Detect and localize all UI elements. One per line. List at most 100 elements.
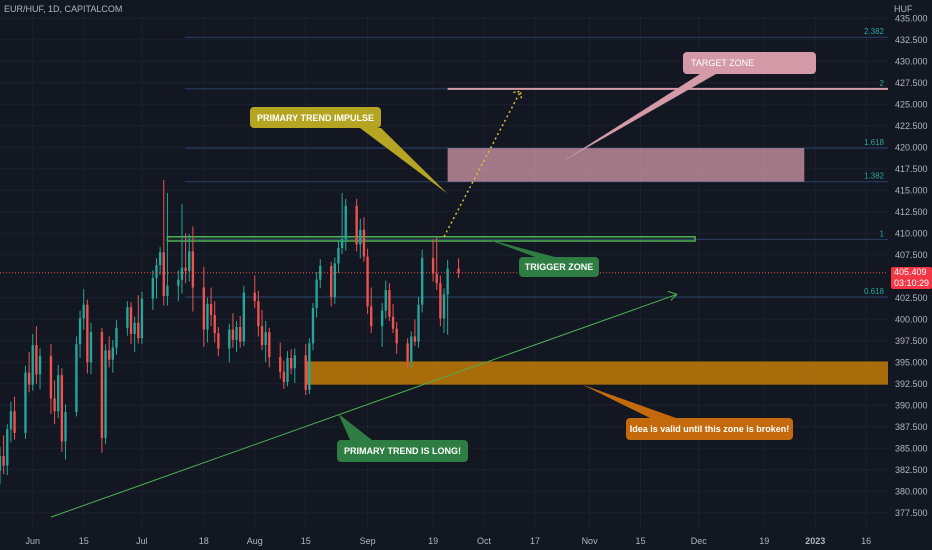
candle-body: [315, 279, 318, 309]
candle-body: [151, 278, 155, 299]
trigger-note-pointer: [487, 239, 555, 257]
candle-body: [217, 333, 220, 349]
candle-body: [133, 322, 136, 334]
candle-body: [264, 332, 267, 346]
candle-body: [289, 358, 293, 369]
candle-body: [206, 303, 209, 330]
price-tick: 407.500: [895, 250, 928, 260]
candle-body: [435, 273, 438, 284]
primary-trend-long-note[interactable]: PRIMARY TREND IS LONG!: [337, 440, 468, 462]
candle-body: [311, 308, 315, 344]
support-zone: [305, 361, 888, 385]
trend-line: [50, 293, 678, 518]
candle-body: [191, 251, 195, 288]
candle-body: [24, 372, 27, 433]
candle-body: [366, 256, 369, 307]
candle-body: [239, 327, 242, 342]
candle-body: [293, 355, 296, 369]
time-label: 15: [301, 536, 311, 546]
candle-body: [319, 265, 322, 280]
candle-body: [417, 304, 420, 342]
target-zone-note[interactable]: TARGET ZONE: [683, 52, 816, 74]
time-label: 18: [199, 536, 209, 546]
candle-body: [355, 205, 358, 245]
candle-body: [282, 371, 286, 383]
candle-body: [359, 229, 362, 245]
candle-body: [370, 306, 373, 327]
time-label: Oct: [477, 536, 492, 546]
candle-body: [308, 343, 311, 390]
candle-body: [126, 307, 129, 328]
price-tick: 422.500: [895, 121, 928, 131]
time-label: 19: [428, 536, 438, 546]
candles: [0, 179, 460, 485]
candle-body: [380, 310, 384, 327]
candle-body: [279, 357, 282, 372]
impulse-arrow-icon: [513, 90, 523, 99]
price-tick: 387.500: [895, 422, 928, 432]
candle-body: [431, 258, 435, 274]
price-tick: 390.000: [895, 400, 928, 410]
price-tick: 395.000: [895, 357, 928, 367]
candle-body: [111, 347, 115, 360]
time-label: Jun: [25, 536, 40, 546]
candle-body: [304, 355, 307, 390]
primary-trend-impulse-note[interactable]: PRIMARY TREND IMPULSE: [250, 107, 381, 128]
candle-body: [100, 332, 104, 438]
candle-body: [457, 268, 460, 273]
candle-body: [446, 268, 449, 295]
idea-valid-note[interactable]: Idea is valid until this zone is broken!: [626, 418, 793, 440]
zones[interactable]: [166, 87, 888, 385]
candle-body: [333, 263, 337, 297]
candle-body: [286, 358, 289, 383]
candle-body: [2, 456, 5, 466]
candle-body: [337, 247, 340, 264]
candle-body: [413, 336, 417, 342]
candle-body: [155, 265, 158, 279]
candle-body: [180, 267, 184, 280]
target-note-pointer: [560, 74, 716, 163]
fib-label: 2.382: [864, 27, 885, 36]
trend-arrow-icon: [667, 290, 678, 301]
price-tick: 425.000: [895, 99, 928, 109]
price-tick: 397.500: [895, 336, 928, 346]
price-tick: 415.000: [895, 185, 928, 195]
price-tick: 420.000: [895, 142, 928, 152]
price-tick: 382.500: [895, 465, 928, 475]
price-tick: 432.500: [895, 35, 928, 45]
time-label: 2023: [805, 536, 825, 546]
candle-body: [391, 316, 395, 329]
fib-label: 1: [880, 229, 885, 238]
candle-body: [82, 304, 85, 319]
target-zone: [447, 148, 805, 182]
trigger-zone-note[interactable]: TRIGGER ZONE: [519, 257, 599, 277]
candle-body: [344, 205, 347, 240]
candle-body: [420, 258, 424, 305]
time-label: Sep: [360, 536, 376, 546]
candle-body: [362, 229, 366, 257]
candle-body: [38, 356, 42, 375]
price-tick: 417.500: [895, 164, 928, 174]
price-tick: 430.000: [895, 56, 928, 66]
candle-body: [253, 292, 256, 302]
candle-body: [129, 307, 133, 334]
candle-body: [406, 343, 409, 362]
time-label: 19: [759, 536, 769, 546]
time-label: Aug: [247, 536, 263, 546]
price-tick: 392.500: [895, 379, 928, 389]
candle-body: [89, 332, 93, 363]
candle-body: [53, 398, 56, 412]
trend-lines[interactable]: [50, 90, 678, 518]
time-label: Nov: [582, 536, 599, 546]
candle-body: [57, 375, 60, 412]
price-tick: 410.000: [895, 228, 928, 238]
candle-body: [104, 350, 107, 438]
candle-body: [202, 287, 205, 330]
time-label: Jul: [136, 536, 148, 546]
candle-body: [188, 251, 191, 272]
time-label: 15: [79, 536, 89, 546]
candle-body: [115, 327, 118, 348]
price-tick: 377.500: [895, 508, 928, 518]
